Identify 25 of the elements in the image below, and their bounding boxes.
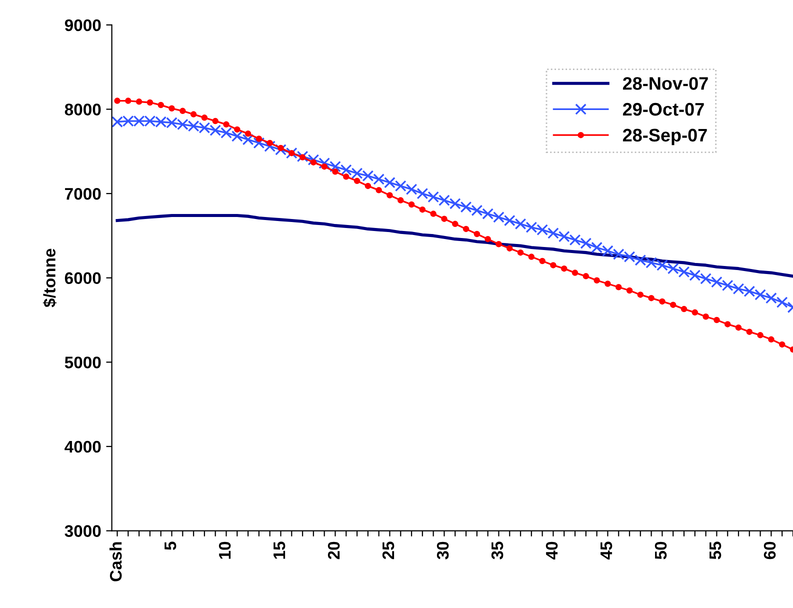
y-tick-label: 5000 [64, 356, 101, 368]
x-tick-label: 30 [436, 542, 449, 560]
y-axis-title: $/tonne [42, 248, 57, 308]
x-tick-label: Cash [109, 542, 122, 582]
x-tick-label: 50 [654, 542, 667, 560]
legend-label: 29-Oct-07 [622, 102, 704, 116]
x-tick-label: 45 [600, 542, 612, 560]
y-tick-label: 7000 [65, 188, 101, 200]
y-tick-label: 6000 [64, 272, 101, 284]
x-tick-label: 55 [710, 542, 722, 560]
y-tick-label: 9000 [64, 19, 101, 32]
y-tick-label: 8000 [64, 104, 101, 116]
y-tick-label: 3000 [64, 525, 101, 538]
x-tick-label: 5 [164, 542, 176, 550]
line-series [116, 214, 793, 278]
x-tick-label: 40 [546, 542, 558, 560]
x-tick-label: 20 [328, 542, 340, 560]
y-tick-label: 4000 [64, 440, 101, 453]
x-tick-label: 35 [491, 542, 504, 560]
legend-label: 28-Sep-07 [622, 128, 707, 146]
x-tick-label: 60 [764, 542, 776, 560]
x-tick-label: 15 [274, 542, 286, 559]
x-tick-label: 10 [218, 542, 231, 559]
legend-label: 28-Nov-07 [622, 77, 708, 90]
x-tick-label: 25 [382, 542, 394, 560]
